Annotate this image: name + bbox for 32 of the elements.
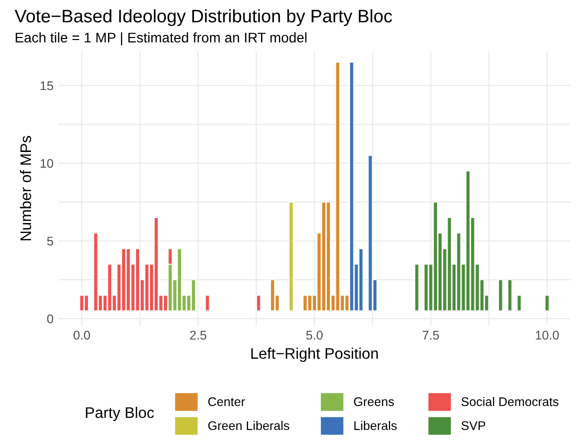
legend-label: Center — [208, 397, 245, 406]
x-tick-label: 2.5 — [190, 330, 206, 340]
bar — [424, 264, 429, 312]
bar — [126, 248, 131, 312]
bar — [498, 279, 503, 312]
bar — [302, 294, 308, 312]
x-tick-label: 7.5 — [422, 330, 439, 340]
legend-label: SVP — [461, 421, 486, 430]
legend-label: Liberals — [354, 420, 397, 430]
legend-label: Green Liberals — [208, 420, 290, 430]
bar — [414, 264, 420, 312]
bar — [256, 294, 261, 312]
bar — [516, 294, 522, 312]
legend-title: Party Bloc — [86, 406, 154, 422]
bar — [93, 232, 98, 312]
x-axis-title: Left−Right Position — [251, 348, 378, 362]
y-tick-label: 5 — [47, 236, 54, 246]
y-tick-label: 10 — [40, 158, 54, 168]
chart-subtitle: Each tile = 1 MP | Estimated from an IRT model — [16, 32, 306, 46]
bar — [205, 294, 210, 312]
x-tick-label: 5.0 — [306, 330, 323, 340]
y-tick-label: 15 — [40, 81, 54, 90]
y-tick-label: 0 — [47, 314, 54, 324]
x-tick-label: 0.0 — [74, 330, 90, 340]
bar — [544, 294, 550, 312]
chart-title: Vote−Based Ideology Distribution by Party Bloc — [14, 9, 392, 26]
legend-label: Greens — [354, 397, 394, 406]
y-axis-title: Number of MPs — [20, 136, 32, 240]
legend-label: Social Democrats — [461, 396, 558, 406]
bar — [507, 279, 512, 312]
x-tick-label: 10.0 — [536, 330, 559, 340]
bar — [288, 202, 294, 312]
